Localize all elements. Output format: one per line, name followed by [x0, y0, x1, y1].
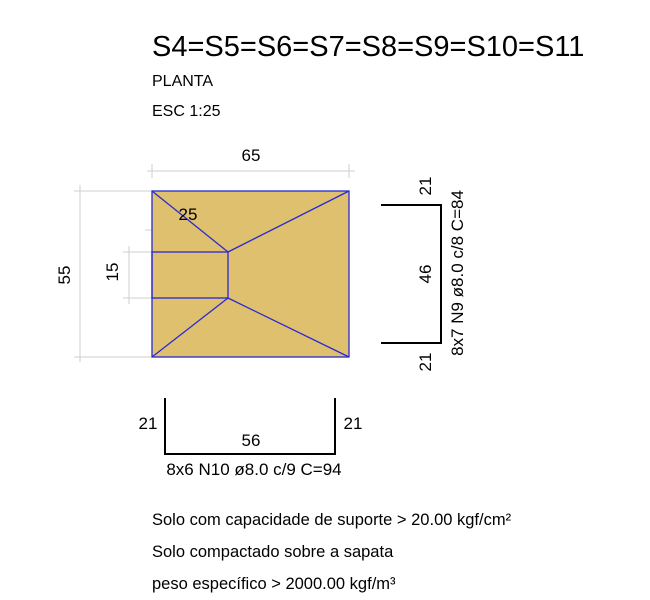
height-dimension-text: 55 [55, 266, 74, 285]
footing-outline [151, 190, 350, 358]
rebar-n10-shape [164, 398, 336, 455]
note-soil-capacity: Solo com capacidade de suporte > 20.00 k… [152, 511, 512, 529]
rebar-n10-right-leg: 21 [344, 414, 363, 433]
footing-plan [151, 190, 350, 358]
slope-edge-bottom-right [227, 297, 350, 358]
view-label: PLANTA [152, 73, 213, 90]
rebar-n10-length: 56 [242, 431, 261, 450]
rebar-n9-length: 46 [416, 265, 435, 284]
column-outline [151, 251, 229, 299]
note-soil-compacted: Solo compactado sobre a sapata [152, 543, 394, 561]
width-dimension-text: 65 [242, 146, 261, 165]
slope-edge-top-right [227, 190, 350, 253]
column-width-dimension-text: 25 [179, 205, 198, 224]
note-specific-weight: peso específico > 2000.00 kgf/m³ [152, 575, 396, 593]
slope-edge-bottom-left [151, 297, 229, 358]
rebar-detail-n10: 21 56 21 8x6 N10 ø8.0 c/9 C=94 [139, 398, 363, 479]
rebar-detail-n9: 21 46 21 8x7 N9 ø8.0 c/8 C=84 [381, 177, 467, 372]
rebar-n9-bottom-leg: 21 [416, 353, 435, 372]
scale-label: ESC 1:25 [152, 103, 221, 120]
rebar-n9-label: 8x7 N9 ø8.0 c/8 C=84 [448, 190, 467, 356]
column-height-dimension-text: 15 [103, 263, 122, 282]
rebar-n9-top-leg: 21 [416, 177, 435, 196]
drawing-title: S4=S5=S6=S7=S8=S9=S10=S11 [152, 31, 584, 63]
rebar-n10-label: 8x6 N10 ø8.0 c/9 C=94 [166, 460, 341, 479]
rebar-n10-left-leg: 21 [139, 414, 158, 433]
rebar-n9-shape [381, 204, 442, 344]
slope-edge-top-left [151, 190, 229, 253]
